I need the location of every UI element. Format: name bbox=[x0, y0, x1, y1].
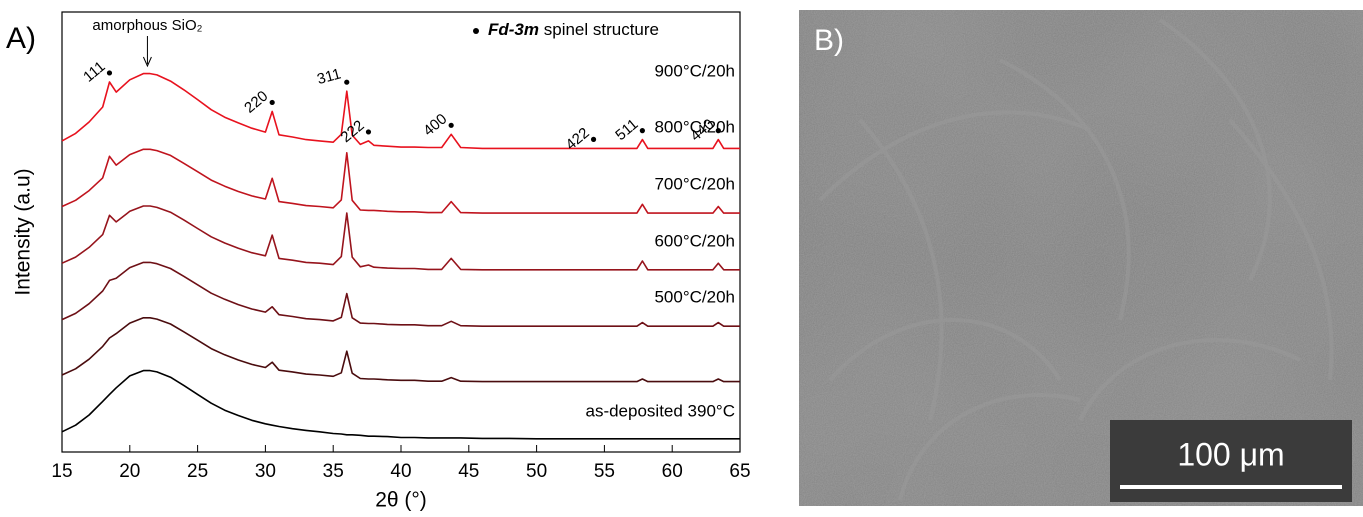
x-tick-label: 20 bbox=[119, 461, 140, 482]
series-label: as-deposited 390°C bbox=[585, 401, 735, 420]
series-line bbox=[61, 148, 740, 214]
peak-marker bbox=[269, 99, 275, 106]
peak-marker bbox=[448, 122, 454, 128]
peak-marker bbox=[715, 128, 721, 134]
peak-label: 220 bbox=[241, 88, 271, 117]
peak-marker bbox=[344, 79, 350, 85]
peak-label: 111 bbox=[80, 58, 108, 86]
peak-marker bbox=[639, 128, 645, 134]
peak-label: 400 bbox=[420, 110, 450, 139]
peak-marker bbox=[106, 70, 113, 76]
legend-bold: Fd-3m bbox=[488, 20, 539, 39]
sem-fibers bbox=[818, 18, 1334, 501]
x-tick-label: 45 bbox=[458, 461, 479, 482]
x-tick-label: 55 bbox=[594, 461, 615, 482]
legend-label: Fd-3m spinel structure bbox=[488, 20, 659, 39]
peak-marker bbox=[365, 129, 372, 135]
peak-label: 511 bbox=[612, 116, 641, 144]
sem-panel: 100 μm B) bbox=[799, 10, 1363, 506]
x-tick-label: 15 bbox=[51, 461, 72, 482]
peak-label: 311 bbox=[315, 65, 343, 88]
peak-label: 222 bbox=[337, 117, 367, 146]
x-tick-label: 35 bbox=[323, 461, 344, 482]
x-tick-label: 30 bbox=[255, 461, 276, 482]
series-label: 700°C/20h bbox=[654, 174, 735, 193]
x-axis-title: 2θ (°) bbox=[375, 489, 427, 512]
series-line bbox=[61, 317, 740, 383]
series-label: 500°C/20h bbox=[654, 287, 735, 306]
series-line bbox=[61, 369, 740, 440]
y-axis-title: Intensity (a.u) bbox=[12, 168, 35, 295]
legend-marker bbox=[473, 28, 479, 34]
peak-label: 422 bbox=[563, 124, 593, 153]
panel-label: B) bbox=[814, 24, 844, 57]
series-label: 800°C/20h bbox=[654, 117, 735, 136]
panel-label: A) bbox=[6, 22, 36, 55]
annotation-arrowhead bbox=[142, 56, 152, 68]
x-tick-label: 60 bbox=[662, 461, 683, 482]
x-tick-label: 50 bbox=[526, 461, 547, 482]
series-line bbox=[61, 72, 740, 150]
series-line bbox=[61, 261, 740, 327]
series-line bbox=[61, 205, 740, 271]
scale-bar-label: 100 μm bbox=[1177, 436, 1284, 472]
x-tick-label: 65 bbox=[729, 461, 750, 482]
series-label: 600°C/20h bbox=[654, 231, 735, 250]
peak-marker bbox=[590, 136, 597, 142]
x-tick-label: 25 bbox=[187, 461, 208, 482]
series-label: 900°C/20h bbox=[654, 61, 735, 80]
legend-text: spinel structure bbox=[544, 20, 659, 39]
annotation: amorphous SiO₂ bbox=[92, 17, 202, 34]
x-tick-label: 40 bbox=[390, 461, 411, 482]
